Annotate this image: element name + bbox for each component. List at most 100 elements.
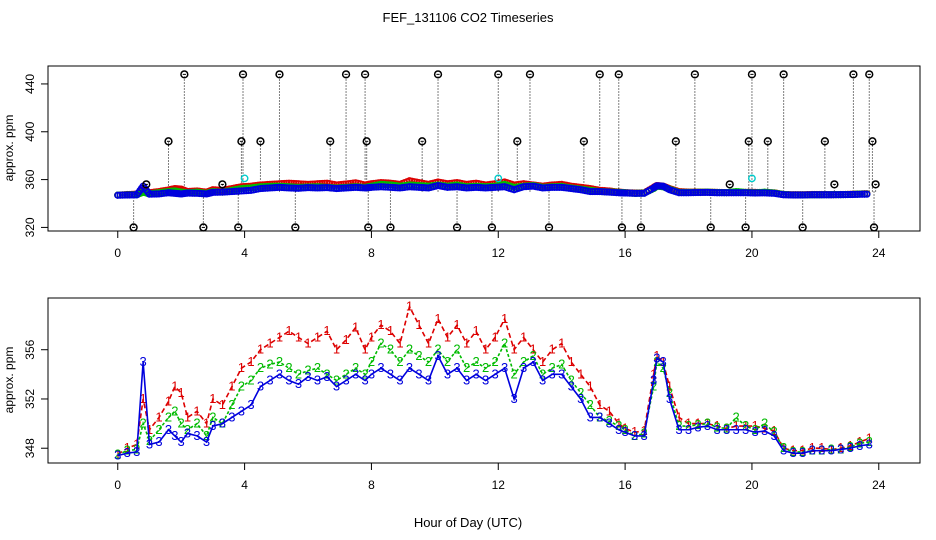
sample-point-3 [787,191,795,199]
series-marker-2: 2 [685,418,692,433]
series-marker-1: 1 [621,421,628,436]
series-marker-2: 2 [193,416,200,431]
series-marker-1: 1 [732,418,739,433]
series-marker-2: 2 [666,385,673,400]
series-marker-1: 1 [771,423,778,438]
sample-point-3 [851,190,859,199]
sample-point-3 [318,184,326,192]
series-marker-1: 1 [257,342,264,357]
outlier-point [595,70,604,79]
series-marker-3: 3 [133,444,140,459]
top-x-tick-label: 24 [872,246,886,260]
sample-point-3 [684,189,693,197]
sample-point-3 [856,190,864,198]
sample-point-3 [806,191,814,199]
series-marker-2: 2 [621,422,628,437]
outlier-point [142,180,151,189]
series-marker-3: 3 [530,354,537,369]
series-marker-3: 3 [387,366,394,381]
sample-point-3 [153,190,161,198]
sample-point-3 [321,184,329,192]
series-marker-1: 1 [615,416,622,431]
series-marker-3: 3 [415,366,422,381]
series-marker-2: 2 [184,422,191,437]
outlier-point [238,70,248,79]
outlier-ring [218,180,227,189]
series-marker-2: 2 [114,446,121,461]
outlier-ring [341,70,351,79]
series-marker-1: 1 [406,299,413,314]
outlier-ring [595,70,604,79]
sample-point-3 [715,189,724,197]
outlier-point [744,137,753,146]
series-marker-1: 1 [482,342,489,357]
series-marker-3: 3 [361,373,368,388]
outlier-ring [671,137,680,146]
series-marker-1: 1 [209,391,216,406]
series-marker-3: 3 [238,403,245,418]
series-marker-2: 2 [530,348,537,363]
series-marker-3: 3 [276,366,283,381]
sample-point-3 [815,191,823,199]
outlier-point [180,70,189,79]
series-marker-3: 3 [558,366,565,381]
sample-point-3 [841,190,850,199]
series-marker-2: 2 [568,373,575,388]
series-marker-2: 2 [742,418,749,433]
series-marker-2: 2 [732,409,739,424]
series-marker-1: 1 [666,379,673,394]
series-marker-3: 3 [856,438,863,453]
series-marker-3: 3 [866,437,873,452]
sample-point-3 [633,189,641,197]
sample-point-3 [844,190,852,199]
bottom-x-tick-label: 12 [492,478,506,492]
series-marker-1: 1 [247,354,254,369]
series-marker-1: 1 [568,354,575,369]
sample-point-3 [687,189,695,197]
sample-point-3 [216,188,224,196]
series-marker-2: 2 [847,439,854,454]
series-marker-1: 1 [203,416,210,431]
series-marker-3: 3 [621,424,628,439]
series-marker-1: 1 [361,342,368,357]
bottom-x-axis: 0 4 8 12 16 20 24 [114,463,886,492]
sample-point-3 [635,189,643,197]
series-marker-3: 3 [165,422,172,437]
series-marker-3: 3 [675,422,682,437]
series-marker-2: 2 [165,409,172,424]
series-marker-1: 1 [146,422,153,437]
series-marker-1: 1 [685,416,692,431]
series-marker-3: 3 [539,373,546,388]
bottom-y-tick-label: 348 [23,438,37,458]
sample-point-3 [555,183,563,191]
series-marker-3: 3 [228,409,235,424]
sample-point-3 [150,190,158,198]
series-marker-1: 1 [847,438,854,453]
series-marker-2: 2 [342,366,349,381]
series-marker-1: 1 [472,323,479,338]
outlier-point [747,70,757,79]
outlier-ring [433,70,443,79]
outlier-point [326,137,335,146]
series-marker-1: 1 [171,379,178,394]
series-marker-1: 1 [368,329,375,344]
outlier-point [868,137,877,146]
series-marker-2: 2 [203,428,210,443]
outlier-point [362,137,371,146]
outlier-point [614,70,623,79]
outlier-point [360,70,370,79]
series-marker-3: 3 [704,418,711,433]
series-marker-1: 1 [304,336,311,351]
series-marker-3: 3 [761,423,768,438]
sample-point-3 [694,188,702,197]
outlier-ring [747,70,757,79]
series-marker-2: 2 [799,444,806,459]
top-x-tick-label: 8 [368,246,375,260]
sample-point-3 [116,191,124,199]
series-marker-3: 3 [247,397,254,412]
sample-point-3 [118,191,127,199]
outlier-point [671,137,680,146]
sample-point-3 [825,191,833,199]
series-marker-3: 3 [660,354,667,369]
sample-point-3 [796,191,804,199]
